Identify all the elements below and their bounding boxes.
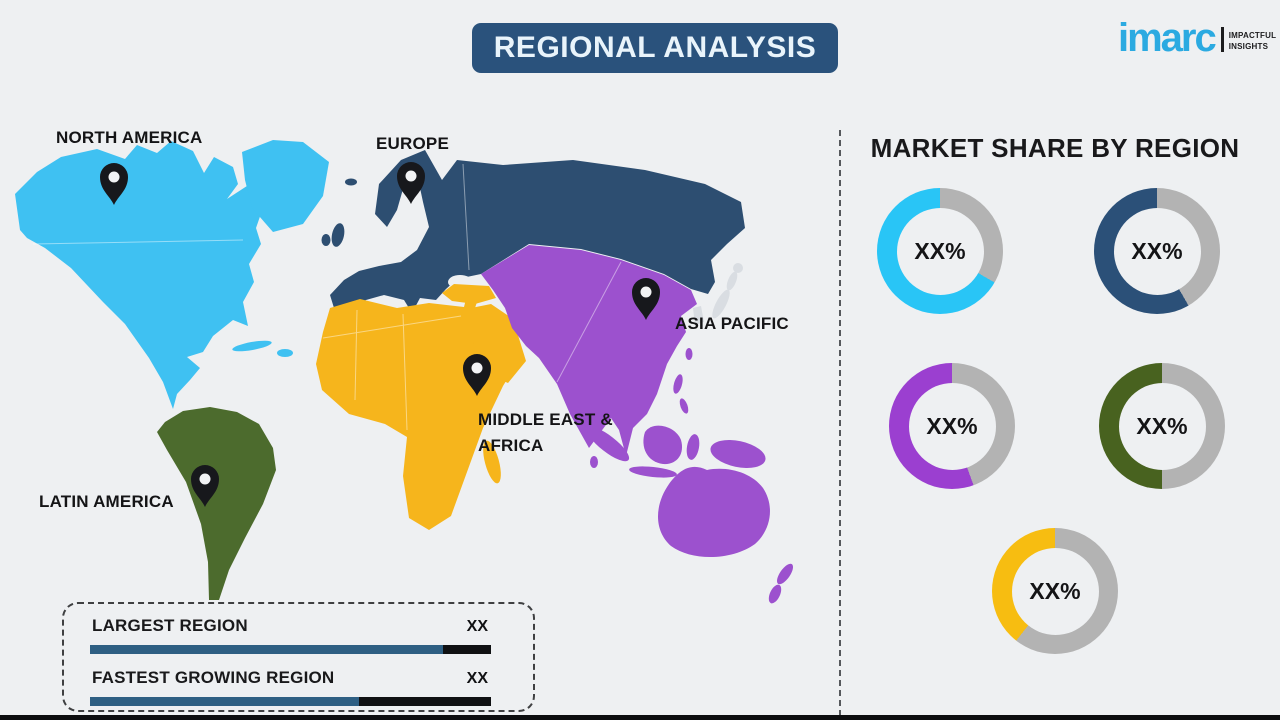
legend-fastest-growing-value: XX	[466, 670, 488, 687]
country-borders	[32, 163, 622, 431]
japan-hokkaido	[733, 263, 743, 273]
legend-fastest-growing-bar	[90, 697, 491, 706]
donut-hole: XX%	[896, 207, 984, 295]
map-pins	[100, 162, 660, 507]
donut-value-label: XX%	[1029, 577, 1081, 604]
philippines-south	[679, 398, 689, 414]
title-banner: REGIONAL ANALYSIS	[472, 23, 838, 73]
taiwan	[685, 348, 693, 360]
market-share-title: MARKET SHARE BY REGION	[870, 133, 1240, 163]
turkey	[442, 284, 496, 304]
region-north-america	[15, 140, 329, 409]
logo-tagline-line1: IMPACTFUL	[1228, 31, 1277, 41]
hispaniola	[277, 349, 293, 357]
logo-divider	[1220, 27, 1224, 52]
pin-middle-east-africa-icon	[463, 354, 491, 396]
greenland	[242, 140, 329, 232]
ireland	[321, 234, 331, 246]
madagascar	[483, 440, 501, 484]
logo-tagline-line2: INSIGHTS	[1228, 42, 1269, 52]
legend-bar-fill	[90, 645, 443, 654]
africa-landmass	[316, 295, 517, 530]
logo-tagline: IMPACTFUL INSIGHTS	[1229, 31, 1276, 53]
south-america-landmass	[157, 407, 276, 600]
legend-fastest-growing-label: FASTEST GROWING REGION	[92, 668, 335, 687]
sulawesi	[686, 434, 700, 460]
label-asia-pacific: ASIA PACIFIC	[675, 314, 789, 333]
donut-value-label: XX%	[914, 237, 966, 264]
iceland	[345, 178, 357, 186]
legend-largest-region-bar	[90, 645, 491, 654]
page-title: REGIONAL ANALYSIS	[493, 31, 817, 64]
legend-largest-region-label: LARGEST REGION	[92, 616, 248, 635]
legend-box: LARGEST REGION XX FASTEST GROWING REGION…	[62, 602, 535, 712]
australia	[658, 466, 770, 558]
label-north-america: NORTH AMERICA	[56, 128, 203, 147]
sumatra	[586, 426, 630, 462]
bottom-accent-bar	[0, 715, 1280, 720]
region-latin-america	[157, 407, 276, 600]
section-divider	[839, 130, 841, 716]
label-latin-america: LATIN AMERICA	[39, 492, 174, 511]
label-europe: EUROPE	[376, 134, 449, 153]
label-middle-east-africa: MIDDLE EAST & AFRICA	[478, 407, 613, 459]
donut-north-america: XX%	[877, 188, 1003, 314]
java	[629, 466, 677, 478]
donut-hole: XX%	[908, 382, 996, 470]
europe-russia-landmass	[330, 150, 745, 313]
donut-latin-america: XX%	[1099, 363, 1225, 489]
pin-latin-america-icon	[191, 465, 219, 507]
world-map	[15, 140, 794, 604]
donut-value-label: XX%	[1136, 412, 1188, 439]
new-zealand-north	[776, 563, 794, 585]
donut-asia-pacific: XX%	[889, 363, 1015, 489]
pin-north-america-icon	[100, 163, 128, 205]
donut-europe: XX%	[1094, 188, 1220, 314]
north-america-landmass	[15, 141, 264, 409]
cuba	[232, 340, 272, 352]
legend-largest-region-value: XX	[466, 618, 488, 635]
region-uncolored	[693, 263, 743, 325]
philippines-north	[673, 374, 683, 394]
label-middle-east-africa-line1: MIDDLE EAST &	[478, 410, 613, 429]
japan-honshu	[712, 289, 730, 319]
donut-value-label: XX%	[1131, 237, 1183, 264]
donut-hole: XX%	[1113, 207, 1201, 295]
label-middle-east-africa-line2: AFRICA	[478, 436, 544, 455]
donut-hole: XX%	[1118, 382, 1206, 470]
great-britain	[331, 223, 345, 247]
imarc-logo: imarc IMPACTFUL INSIGHTS	[1118, 16, 1276, 60]
new-guinea	[710, 440, 766, 468]
borneo	[643, 425, 683, 465]
imarc-logo-wordmark: imarc	[1118, 16, 1217, 60]
pin-europe-icon	[397, 162, 425, 204]
donut-hole: XX%	[1011, 547, 1099, 635]
donut-value-label: XX%	[926, 412, 978, 439]
legend-bar-fill	[90, 697, 359, 706]
sri-lanka	[590, 456, 598, 468]
donut-middle-east-africa: XX%	[992, 528, 1118, 654]
korea	[693, 306, 704, 325]
new-zealand-south	[768, 584, 782, 604]
pin-asia-pacific-icon	[632, 278, 660, 320]
japan-north	[726, 271, 738, 291]
